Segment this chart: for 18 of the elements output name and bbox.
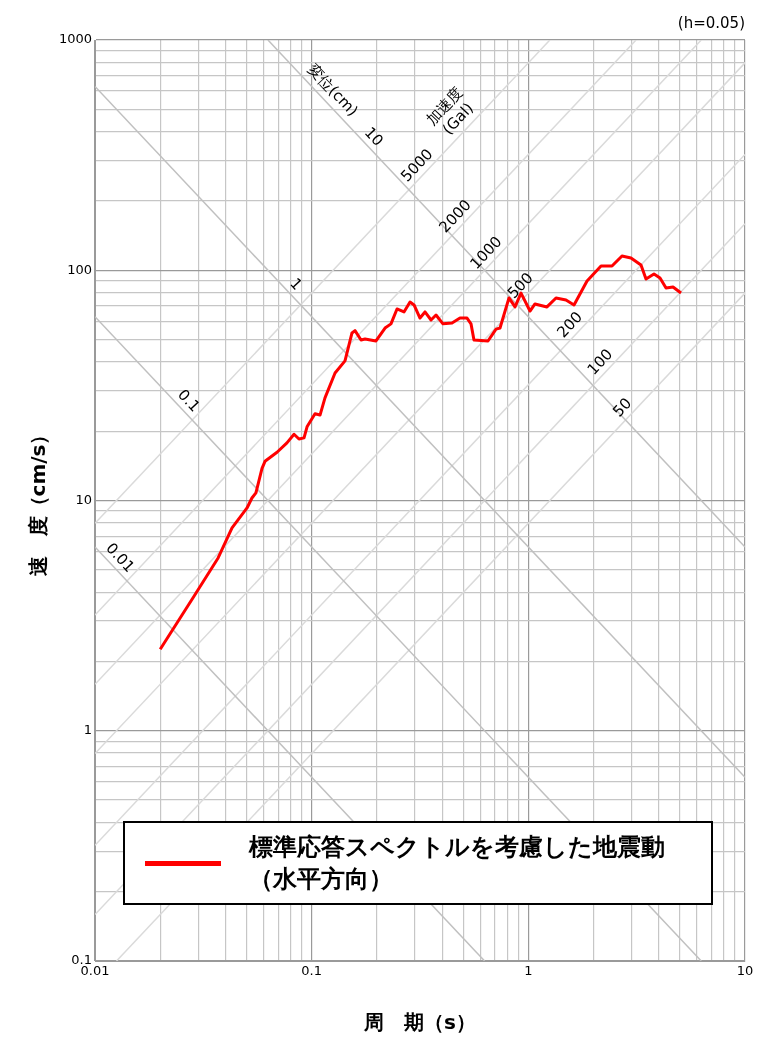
y-tick-label: 100	[67, 261, 92, 277]
x-tick-label: 0.01	[80, 963, 110, 979]
annotation: 100	[583, 345, 617, 379]
x-tick-label: 1	[524, 963, 533, 979]
legend-label: 標準応答スペクトルを考慮した地震動（水平方向）	[249, 832, 666, 895]
x-tick-label: 10	[736, 963, 754, 979]
annotation: 10	[360, 123, 388, 150]
annotation: 1	[286, 274, 306, 294]
x-axis-title: 周 期（s）	[363, 1010, 476, 1035]
x-tick-label: 0.1	[301, 963, 323, 979]
y-tick-label: 10	[75, 491, 92, 507]
annotation: 500	[503, 268, 537, 303]
annotation: 50	[608, 394, 636, 421]
y-tick-label: 1	[83, 722, 92, 738]
y-axis-title: 速 度（cm/s）	[26, 424, 51, 577]
annotation: 0.1	[174, 385, 204, 416]
text: (h=0.05)	[677, 14, 745, 33]
y-tick-label: 1000	[58, 31, 92, 47]
